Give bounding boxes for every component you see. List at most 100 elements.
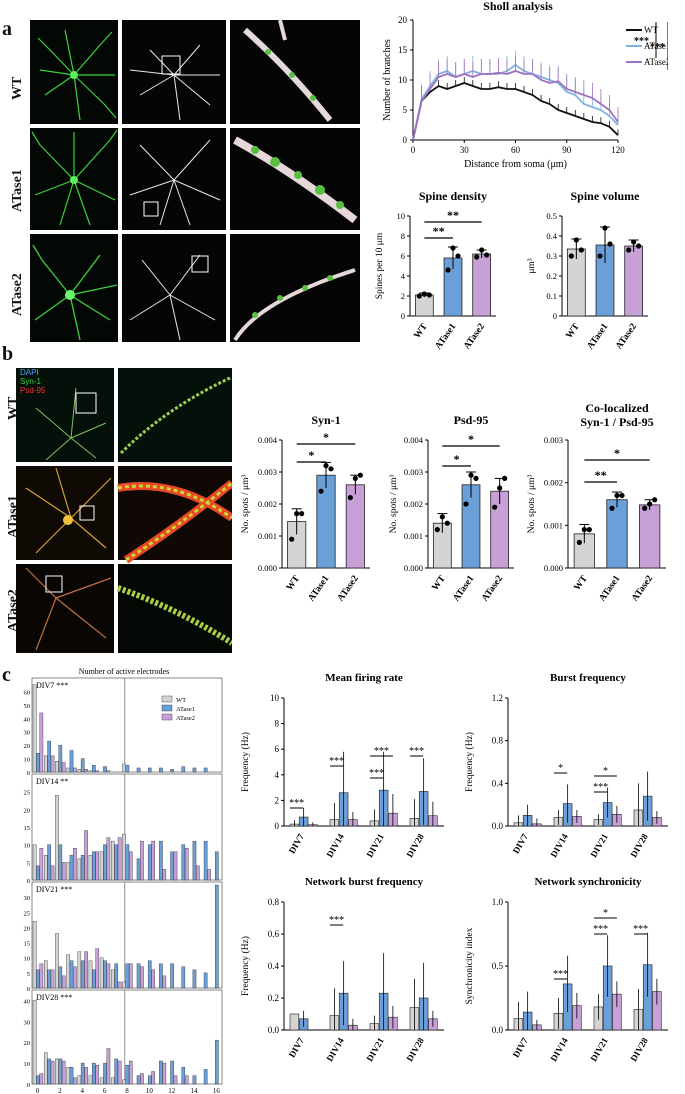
- burst-sig: *: [558, 763, 563, 774]
- ae-bar-WT: [32, 844, 37, 881]
- ae-bar-WT: [55, 933, 59, 989]
- coloc-title: Syn-1 / Psd-95: [580, 415, 653, 429]
- net_sync-ytick-label: 1.0: [492, 897, 504, 907]
- ae-bar-ATase2: [128, 851, 133, 881]
- ae-bar-WT: [32, 684, 37, 773]
- psd95-point: [434, 527, 440, 533]
- ae-bar-ATase2: [73, 767, 77, 773]
- spine_density-point: [484, 252, 490, 258]
- ae-ytick-label: 25: [24, 790, 31, 797]
- spine_density-ytick-label: 10: [397, 211, 406, 221]
- b-atase2-zoom-image: [117, 564, 232, 653]
- ae-ytick-label: 30: [24, 895, 31, 902]
- spine_volume-point: [573, 237, 579, 243]
- spine_density-point: [445, 267, 451, 273]
- ae-bar-ATase1: [170, 963, 174, 989]
- sholl-xtick-label: 30: [460, 145, 470, 155]
- spine_density-ytick-label: 8: [401, 231, 405, 241]
- ae-bar-WT: [88, 960, 93, 989]
- syn1-ytick-label: 0.000: [258, 563, 277, 573]
- mfr-xtick-label: DIV21: [364, 832, 386, 860]
- mfr-xtick-label: DIV14: [324, 832, 346, 860]
- ae-bar-ATase1: [181, 966, 186, 989]
- coloc-xtick-label: ATase2: [630, 574, 655, 604]
- psd95-ytick-label: 0.003: [404, 467, 423, 477]
- ae-xtick-label: 16: [213, 1087, 221, 1094]
- spine_density-title: Spine density: [419, 189, 487, 203]
- ae-bar-WT: [55, 794, 59, 881]
- mfr-ytick-label: 2: [275, 795, 280, 805]
- ae-ytick-label: 10: [24, 757, 31, 764]
- ae-bar-ATase1: [159, 1060, 163, 1085]
- ae-ytick-label: 20: [24, 807, 31, 814]
- sholl-ytick-label: 20: [398, 15, 408, 25]
- coloc-ytick-label: 0.001: [544, 520, 563, 530]
- ae-bar-ATase1: [36, 752, 40, 773]
- coloc-point: [652, 497, 658, 503]
- ae-bar-ATase1: [80, 1062, 85, 1085]
- ae-ytick-label: 50: [24, 703, 31, 710]
- net_sync-ylabel: Synchronicity index: [465, 927, 475, 1004]
- ae-bar-ATase1: [147, 960, 152, 989]
- syn1-point: [323, 463, 329, 469]
- net_sync-ytick-label: 0.0: [492, 1025, 504, 1035]
- ae-bar-ATase1: [147, 844, 152, 881]
- spine_volume-xtick-label: WT: [565, 321, 583, 340]
- ae-bar-WT: [66, 767, 70, 773]
- ae-bar-ATase1: [80, 855, 85, 881]
- sholl-line-ATase1: [412, 63, 619, 141]
- syn1-ylabel: No. spots / μm³: [241, 475, 251, 534]
- net_sync-xtick-label: DIV7: [511, 1036, 530, 1060]
- ae-bar-ATase1: [103, 766, 107, 773]
- ae-bar-ATase2: [140, 840, 144, 881]
- ae-bar-ATase2: [162, 1062, 167, 1085]
- ae-bar-ATase2: [106, 1048, 111, 1085]
- ae-bar-WT: [88, 770, 93, 773]
- coloc-point: [642, 505, 648, 511]
- ae-bar-ATase2: [39, 963, 44, 989]
- ae-ytick-label: 0: [27, 1082, 30, 1089]
- ae-bar-ATase2: [61, 975, 66, 989]
- ae-ytick-label: 20: [24, 925, 31, 932]
- net_burst-xtick-label: DIV7: [287, 1036, 306, 1060]
- ae-ytick-label: 30: [24, 730, 31, 737]
- ae-bar-WT: [99, 851, 104, 881]
- ae-panel-label: DIV7 ***: [36, 681, 68, 690]
- ae-bar-WT: [77, 1075, 82, 1085]
- ae-bar-WT: [43, 855, 48, 881]
- ae-xtick-label: 4: [81, 1087, 85, 1094]
- sholl-legend-label: ATase2: [644, 57, 668, 67]
- burst-title: Burst frequency: [550, 672, 626, 684]
- ae-ytick-label: 0: [27, 770, 30, 777]
- ae-bar-ATase1: [215, 1039, 219, 1085]
- ae-bar-ATase2: [84, 830, 88, 881]
- network-burst-frequency-chart: Network burst frequency 0.0 0.2 0.4 0.6 0.8 Fr…: [240, 876, 444, 1063]
- spine_volume-point: [631, 239, 637, 245]
- sholl-sig: ***: [650, 42, 665, 53]
- ae-ytick-label: 60: [24, 689, 31, 696]
- coloc-point: [586, 527, 592, 533]
- ae-bar-ATase1: [69, 750, 74, 773]
- mean-firing-rate-chart: Mean firing rate 0 2 4 6 8 10 Frequency (Hz) DIV…: [240, 672, 444, 860]
- ae-bar-ATase1: [125, 1065, 130, 1085]
- ae-panel-label: DIV14 **: [36, 777, 68, 786]
- burst-sig: *: [603, 766, 608, 777]
- burst-frequency-chart: Burst frequency 0.0 0.4 0.8 1.2 Frequency (Hz…: [464, 672, 668, 860]
- a-atase1-fluorescence-image: [30, 128, 118, 230]
- ae-bar-WT: [88, 1075, 93, 1085]
- ae-ytick-label: 15: [24, 941, 31, 948]
- coloc-point: [576, 539, 582, 545]
- ae-bar-ATase2: [61, 1060, 66, 1085]
- mfr-sig: ***: [409, 746, 424, 757]
- ae-ytick-label: 10: [24, 1061, 31, 1068]
- spine_volume-bar-ATase2: [624, 245, 644, 317]
- ae-bar-ATase1: [192, 1075, 197, 1085]
- ae-bar-ATase2: [73, 1077, 77, 1085]
- psd95-point: [468, 472, 474, 478]
- ae-xtick-label: 14: [191, 1087, 199, 1094]
- spine_density-point: [455, 253, 461, 259]
- burst-xtick-label: DIV14: [548, 832, 570, 860]
- ae-bar-ATase1: [136, 1075, 141, 1085]
- ae-bar-ATase1: [181, 1067, 186, 1085]
- syn1-point: [299, 511, 305, 517]
